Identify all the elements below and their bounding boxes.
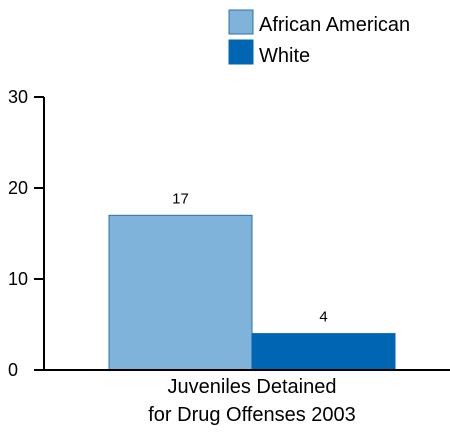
y-tick-label: 0 <box>8 360 18 380</box>
legend-swatch-african-american <box>228 9 254 35</box>
y-tick-label: 30 <box>8 87 28 107</box>
y-axis: 0 10 20 30 <box>8 87 45 380</box>
y-ticks: 0 10 20 30 <box>8 87 44 380</box>
bar-african-american <box>108 214 253 371</box>
bars: 17 4 <box>108 190 396 371</box>
value-label-african-american: 17 <box>172 190 189 207</box>
legend-swatch-white <box>228 39 254 65</box>
legend: African American White <box>228 9 410 67</box>
category-label-line-1: Juveniles Detained <box>168 376 337 398</box>
y-tick-label: 20 <box>8 178 28 198</box>
legend-label-african-american: African American <box>259 14 410 36</box>
value-label-white: 4 <box>319 309 327 326</box>
legend-label-white: White <box>259 45 310 67</box>
category-label-line-2: for Drug Offenses 2003 <box>148 404 356 426</box>
bar-white <box>251 333 396 371</box>
x-axis-label: Juveniles Detained for Drug Offenses 200… <box>148 376 356 426</box>
y-tick-label: 10 <box>8 269 28 289</box>
